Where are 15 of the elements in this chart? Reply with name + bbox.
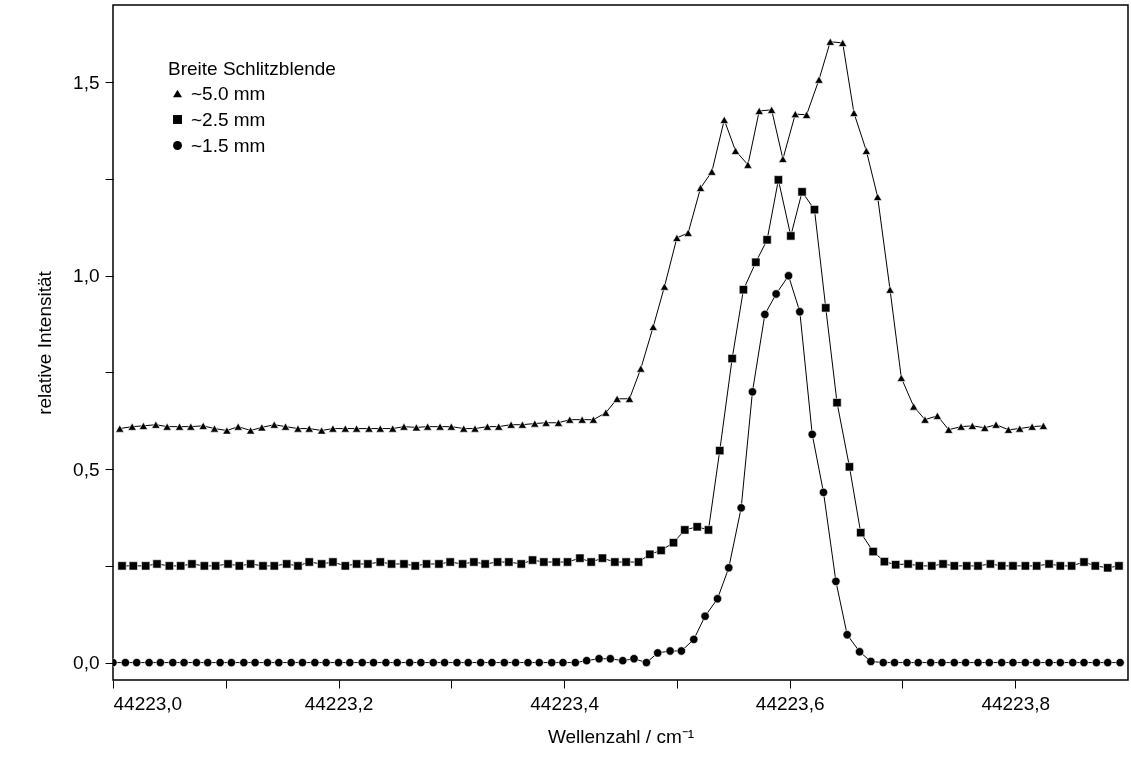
x-axis-title: Wellenzahl / cm⁻¹ [547, 725, 695, 747]
x-tick-label: 44223,4 [530, 692, 600, 714]
y-tick-label: 1,5 [73, 71, 100, 93]
y-tick-label: 0,5 [73, 458, 100, 480]
legend-title: Breite Schlitzblende [168, 58, 336, 79]
x-tick-label: 44223,0 [113, 692, 183, 714]
x-tick-label: 44223,2 [304, 692, 374, 714]
y-axis-title: relative Intensität [34, 270, 56, 415]
legend-label: ~5.0 mm [191, 82, 266, 104]
legend-label: ~1.5 mm [191, 134, 266, 156]
legend-label: ~2.5 mm [191, 108, 266, 130]
y-tick-label: 0,0 [73, 652, 100, 674]
x-tick-label: 44223,6 [755, 692, 825, 714]
y-tick-label: 1,0 [73, 265, 100, 287]
x-tick-label: 44223,8 [981, 692, 1051, 714]
